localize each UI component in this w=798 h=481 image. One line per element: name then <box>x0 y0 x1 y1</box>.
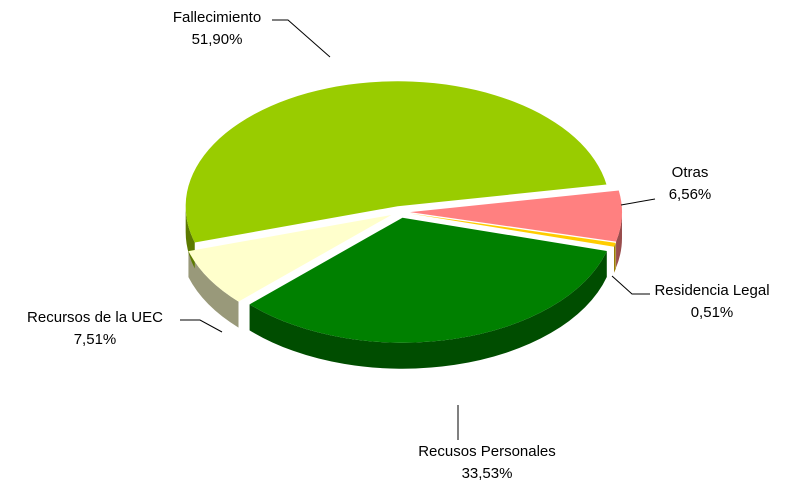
slice <box>409 190 622 242</box>
leader-line <box>620 198 656 206</box>
value-label: 6,56% <box>669 186 712 203</box>
value-label: 7,51% <box>74 331 117 348</box>
slice-side <box>249 251 607 369</box>
slice <box>249 217 607 343</box>
slice-label: Fallecimiento <box>173 9 261 26</box>
slice-side <box>614 242 616 273</box>
slice-label: Recursos de la UEC <box>27 309 163 326</box>
value-label: 0,51% <box>691 304 734 321</box>
value-label: 51,90% <box>192 31 243 48</box>
slice <box>185 81 607 243</box>
slice-side <box>188 251 239 328</box>
slice-label: Recusos Personales <box>418 443 556 460</box>
slice-side <box>616 212 622 268</box>
slice <box>409 213 616 247</box>
slice-label: Otras <box>672 164 709 181</box>
leader-line <box>180 319 223 333</box>
slice-label: Residencia Legal <box>654 282 769 299</box>
leader-line <box>272 19 331 58</box>
leader-line <box>611 275 650 295</box>
value-label: 33,53% <box>462 465 513 481</box>
slice <box>188 214 392 302</box>
